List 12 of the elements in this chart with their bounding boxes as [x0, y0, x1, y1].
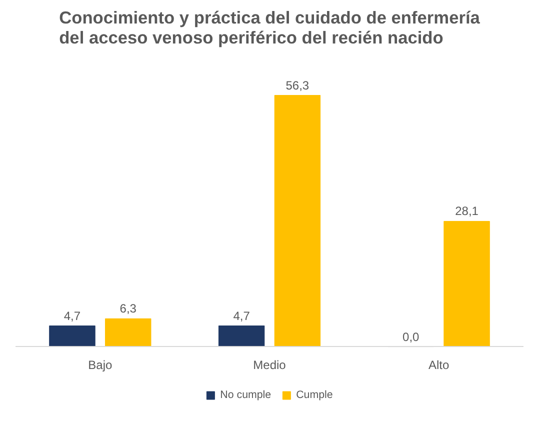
data-label: 0,0: [402, 330, 420, 344]
data-label: 4,7: [64, 308, 81, 323]
x-tick-label: Medio: [253, 358, 286, 372]
x-tick-label: Alto: [428, 358, 450, 372]
data-label: 28,1: [455, 204, 479, 218]
data-label: 56,3: [286, 78, 310, 92]
chart-title: Conocimiento y práctica del cuidado de enfermería del acceso venoso periférico del recién nacido: [59, 8, 480, 48]
data-label: 6,3: [120, 302, 137, 316]
x-tick-label: Bajo: [88, 358, 112, 372]
data-label: 4,7: [233, 308, 250, 323]
legend-label: No cumple: [220, 389, 272, 401]
legend-label: Cumple: [296, 389, 333, 401]
